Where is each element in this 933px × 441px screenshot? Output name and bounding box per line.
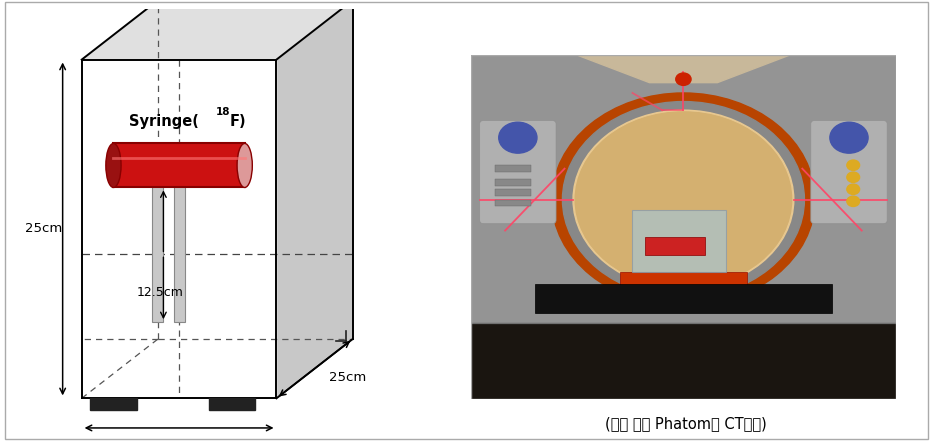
Polygon shape <box>82 60 276 398</box>
Circle shape <box>573 110 794 289</box>
FancyBboxPatch shape <box>811 120 887 224</box>
Circle shape <box>847 196 859 206</box>
Bar <box>535 284 832 313</box>
Circle shape <box>575 112 792 288</box>
Ellipse shape <box>105 143 121 187</box>
Polygon shape <box>471 303 896 399</box>
Text: 25cm: 25cm <box>25 222 63 235</box>
Text: (자체 제작 Phatom과 CT스캔): (자체 제작 Phatom과 CT스캔) <box>605 416 767 431</box>
Circle shape <box>675 73 691 86</box>
Bar <box>114 143 244 187</box>
Bar <box>494 165 531 172</box>
FancyBboxPatch shape <box>438 45 929 323</box>
Text: Syringe(: Syringe( <box>130 113 200 128</box>
Bar <box>494 189 531 196</box>
Circle shape <box>499 122 537 153</box>
Bar <box>494 179 531 186</box>
FancyBboxPatch shape <box>480 120 556 224</box>
Circle shape <box>847 184 859 194</box>
Ellipse shape <box>237 143 252 187</box>
Circle shape <box>847 160 859 170</box>
Polygon shape <box>276 0 353 398</box>
Polygon shape <box>82 0 353 60</box>
Text: 18: 18 <box>216 107 230 117</box>
Circle shape <box>563 101 804 298</box>
Polygon shape <box>471 55 896 399</box>
Text: 25cm: 25cm <box>329 370 367 384</box>
Circle shape <box>551 93 815 306</box>
Bar <box>646 237 704 254</box>
Text: 12.5cm: 12.5cm <box>137 286 184 299</box>
Bar <box>91 398 137 410</box>
Bar <box>151 178 163 322</box>
Bar <box>620 272 747 289</box>
Bar <box>494 200 531 206</box>
Circle shape <box>829 122 868 153</box>
Polygon shape <box>578 55 789 82</box>
Text: F): F) <box>230 113 245 128</box>
Bar <box>209 398 256 410</box>
FancyBboxPatch shape <box>633 210 726 272</box>
Circle shape <box>847 172 859 183</box>
Bar <box>174 178 186 322</box>
